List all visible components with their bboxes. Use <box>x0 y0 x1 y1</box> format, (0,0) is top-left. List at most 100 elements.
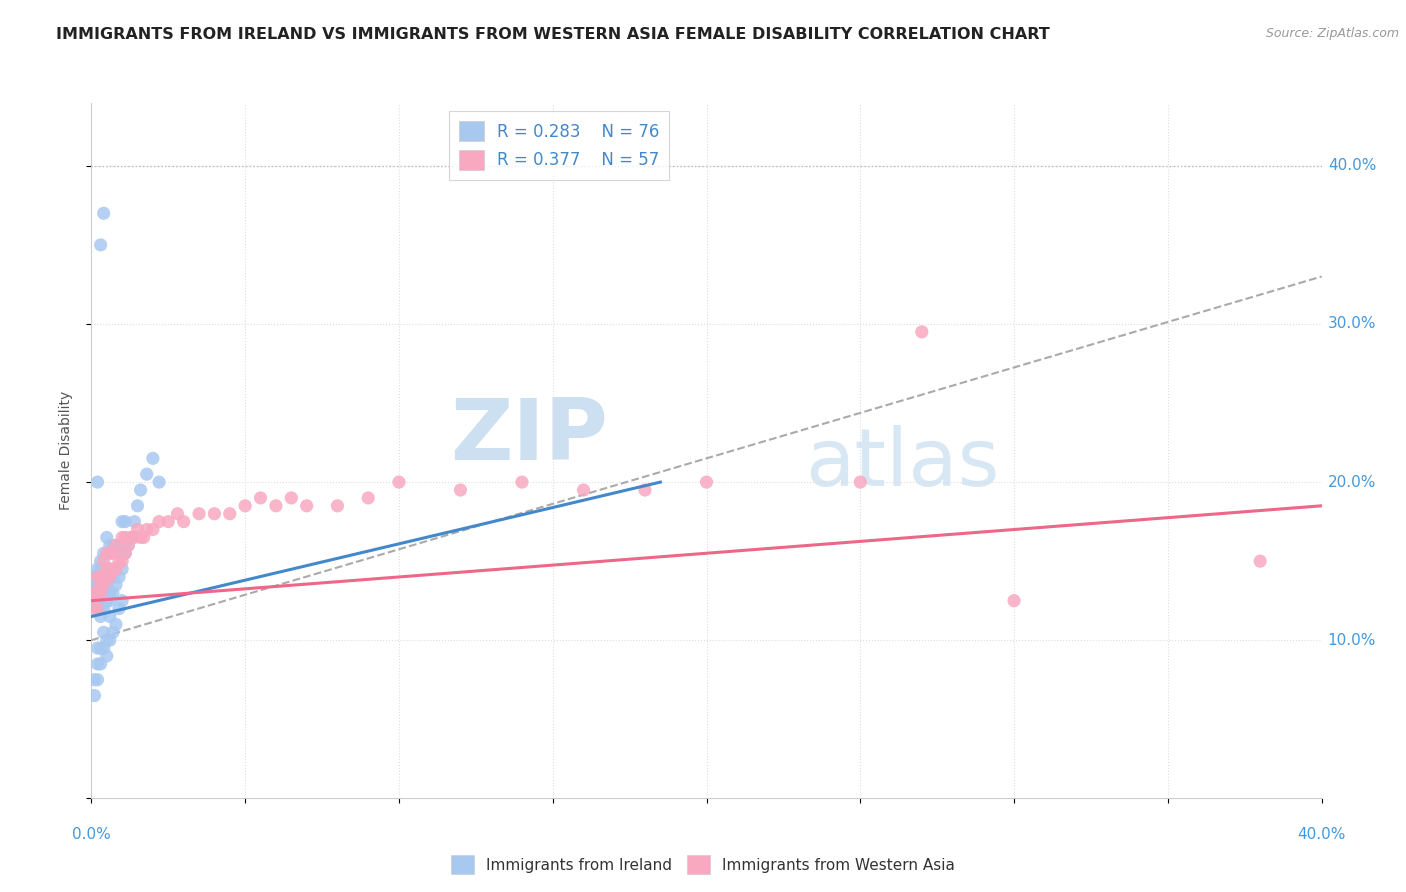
Legend: R = 0.283    N = 76, R = 0.377    N = 57: R = 0.283 N = 76, R = 0.377 N = 57 <box>449 111 669 180</box>
Point <box>120 530 142 544</box>
Point <box>124 530 146 544</box>
Point <box>96 530 118 544</box>
Point <box>98 609 121 624</box>
Y-axis label: Female Disability: Female Disability <box>59 391 73 510</box>
Point <box>173 515 195 529</box>
Point <box>111 515 134 529</box>
Point <box>98 562 121 576</box>
Point <box>90 609 112 624</box>
Point <box>114 546 136 560</box>
Point <box>108 554 131 568</box>
Point <box>111 546 134 560</box>
Point <box>90 562 112 576</box>
Point <box>135 467 157 482</box>
Point <box>86 586 108 600</box>
Point <box>90 601 112 615</box>
Point <box>101 625 124 640</box>
Point <box>98 570 121 584</box>
Point <box>249 491 271 505</box>
Point <box>86 657 108 671</box>
Point <box>105 538 127 552</box>
Point <box>93 586 115 600</box>
Point <box>264 499 287 513</box>
Point <box>93 546 115 560</box>
Point <box>157 515 180 529</box>
Point <box>233 499 256 513</box>
Point <box>142 451 165 466</box>
Point <box>114 546 136 560</box>
Point <box>634 483 657 497</box>
Point <box>93 578 115 592</box>
Point <box>90 570 112 584</box>
Point <box>90 578 112 592</box>
Point <box>101 546 124 560</box>
Point <box>132 530 155 544</box>
Point <box>98 593 121 607</box>
Point <box>96 570 118 584</box>
Point <box>572 483 595 497</box>
Point <box>124 515 146 529</box>
Point <box>86 601 108 615</box>
Point <box>129 483 152 497</box>
Point <box>93 206 115 220</box>
Point <box>202 507 225 521</box>
Text: 40.0%: 40.0% <box>1298 827 1346 842</box>
Point <box>90 554 112 568</box>
Point <box>101 570 124 584</box>
Text: ZIP: ZIP <box>450 395 607 478</box>
Point <box>127 499 149 513</box>
Point <box>96 562 118 576</box>
Point <box>86 593 108 607</box>
Text: 20.0%: 20.0% <box>1327 475 1376 490</box>
Point <box>90 578 112 592</box>
Text: IMMIGRANTS FROM IRELAND VS IMMIGRANTS FROM WESTERN ASIA FEMALE DISABILITY CORREL: IMMIGRANTS FROM IRELAND VS IMMIGRANTS FR… <box>56 27 1050 42</box>
Point <box>86 562 108 576</box>
Point <box>111 562 134 576</box>
Text: 30.0%: 30.0% <box>1327 317 1376 332</box>
Point <box>86 641 108 656</box>
Point <box>93 578 115 592</box>
Point <box>101 562 124 576</box>
Point <box>86 570 108 584</box>
Point <box>117 538 139 552</box>
Point <box>135 523 157 537</box>
Point <box>108 601 131 615</box>
Point <box>90 593 112 607</box>
Text: Source: ZipAtlas.com: Source: ZipAtlas.com <box>1265 27 1399 40</box>
Point <box>93 641 115 656</box>
Point <box>90 586 112 600</box>
Point <box>83 601 105 615</box>
Text: 0.0%: 0.0% <box>72 827 111 842</box>
Point <box>101 562 124 576</box>
Point <box>111 554 134 568</box>
Point <box>90 657 112 671</box>
Point <box>86 673 108 687</box>
Point <box>98 538 121 552</box>
Point <box>280 491 302 505</box>
Point <box>86 475 108 489</box>
Point <box>114 515 136 529</box>
Point <box>90 586 112 600</box>
Point <box>111 530 134 544</box>
Point <box>188 507 211 521</box>
Point <box>105 617 127 632</box>
Point <box>86 586 108 600</box>
Point <box>86 570 108 584</box>
Point <box>90 570 112 584</box>
Point <box>326 499 349 513</box>
Point <box>105 578 127 592</box>
Point <box>93 570 115 584</box>
Point <box>148 475 170 489</box>
Point <box>142 523 165 537</box>
Point <box>98 570 121 584</box>
Point <box>449 483 471 497</box>
Point <box>148 515 170 529</box>
Point <box>93 601 115 615</box>
Legend: Immigrants from Ireland, Immigrants from Western Asia: Immigrants from Ireland, Immigrants from… <box>444 849 962 880</box>
Point <box>93 554 115 568</box>
Text: 40.0%: 40.0% <box>1327 159 1376 173</box>
Point <box>90 641 112 656</box>
Point <box>127 523 149 537</box>
Point <box>218 507 240 521</box>
Point <box>105 562 127 576</box>
